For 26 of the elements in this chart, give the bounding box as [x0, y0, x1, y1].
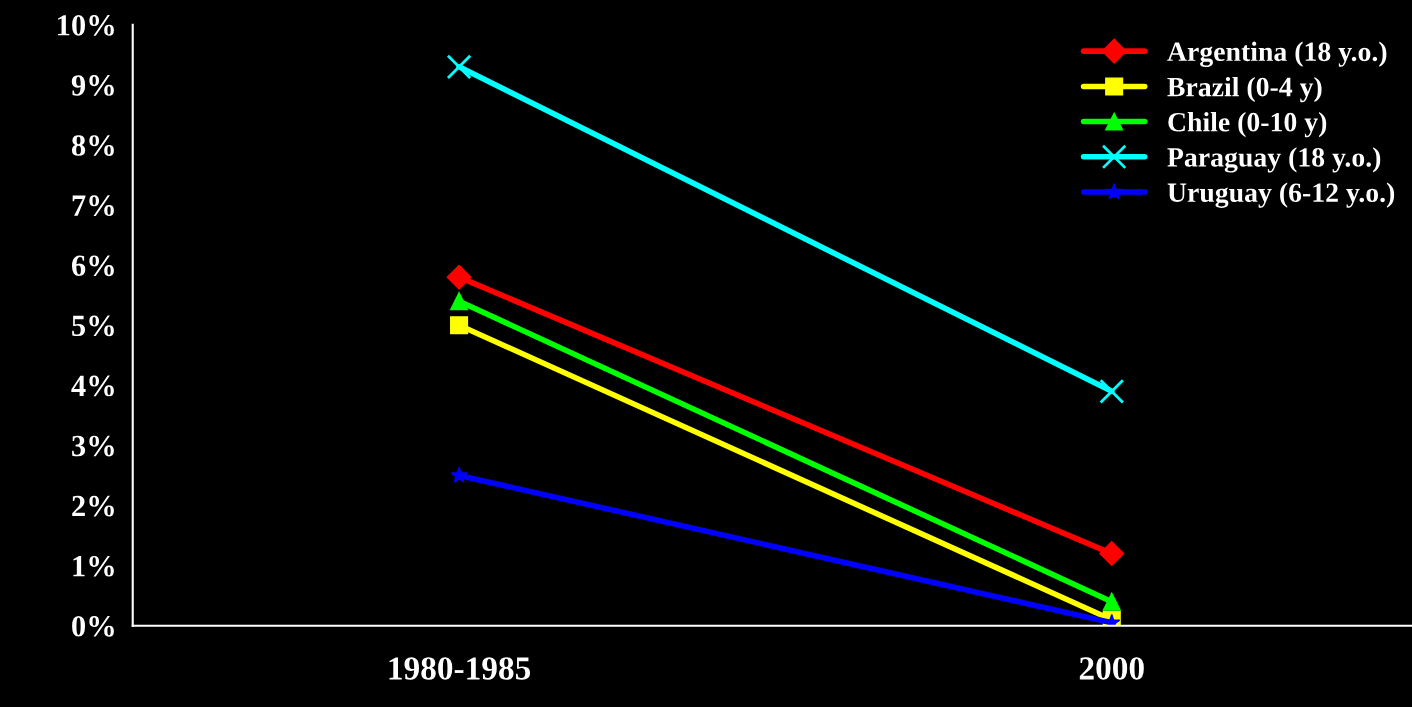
point	[446, 264, 472, 290]
y-tick-label: 9%	[71, 75, 114, 96]
y-tick-label: 2%	[72, 495, 114, 517]
point	[450, 466, 468, 483]
y-tick-label: 10%	[58, 15, 114, 36]
x-tick-label: 1980-1985	[389, 657, 531, 680]
legend-label: Chile (0-10 y)	[1168, 112, 1327, 138]
legend-label: Paraguay (18 y.o.)	[1167, 147, 1381, 173]
point	[450, 292, 469, 311]
x-tick-label: 2000	[1079, 657, 1144, 680]
legend-label: Argentina (18 y.o.)	[1167, 41, 1387, 67]
y-tick-label: 8%	[71, 135, 114, 156]
y-tick-label: 6%	[71, 255, 114, 277]
y-tick-label: 3%	[72, 435, 114, 457]
y-tick-label: 7%	[72, 195, 114, 217]
y-tick-label: 0%	[72, 615, 114, 637]
legend-label: Uruguay (6-12 y.o.)	[1167, 182, 1395, 208]
point	[446, 54, 472, 80]
point	[450, 316, 469, 335]
point	[1099, 378, 1125, 404]
y-tick-label: 4%	[71, 375, 114, 397]
point	[1102, 592, 1121, 611]
point	[1099, 541, 1125, 567]
y-tick-label: 1%	[73, 555, 114, 577]
legend-label: Brazil (0-4 y)	[1167, 76, 1322, 103]
y-tick-label: 5%	[72, 315, 114, 337]
